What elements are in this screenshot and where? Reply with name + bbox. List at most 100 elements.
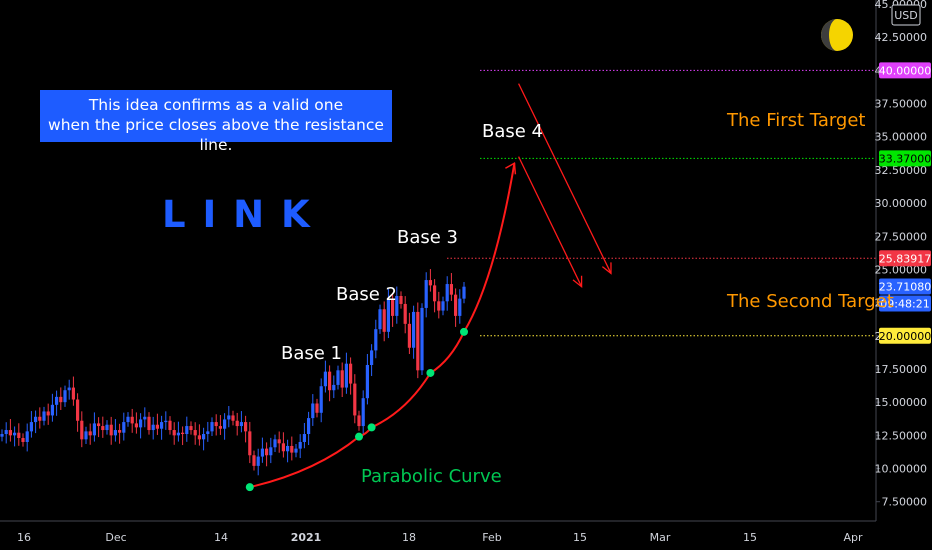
x-tick-label: 16 <box>17 531 31 544</box>
x-tick-label: Dec <box>105 531 126 544</box>
candle-body <box>42 411 46 421</box>
currency-box[interactable] <box>891 4 921 26</box>
candle-body <box>407 323 411 348</box>
candle-body <box>399 295 403 304</box>
first-target-label: The First Target <box>727 110 866 131</box>
candle-body <box>118 430 122 433</box>
price-badge-label: 20.00000 <box>879 330 932 343</box>
candle-body <box>55 396 59 405</box>
ticker-label: L I N K <box>162 193 312 236</box>
candle-body <box>336 370 340 385</box>
candle-body <box>151 424 155 431</box>
time-axis[interactable]: 16 Dec 14 2021 18 Feb 15 Mar 15 Apr <box>17 531 863 544</box>
candle-body <box>8 430 12 436</box>
candle-body <box>176 432 180 436</box>
candle-body <box>126 416 130 423</box>
base-4-label: Base 4 <box>482 121 544 142</box>
candle-body <box>281 443 285 452</box>
candle-body <box>349 363 353 384</box>
candle-body <box>71 387 75 400</box>
y-tick-label: 42.50000 <box>875 31 928 44</box>
candle-body <box>403 303 407 324</box>
note-line-2: when the price closes above the resistan… <box>48 116 384 154</box>
base-2-label: Base 2 <box>336 284 398 305</box>
candle-body <box>244 422 248 432</box>
x-tick-label: Feb <box>482 531 501 544</box>
base-dot <box>367 423 376 432</box>
candle-body <box>462 286 466 299</box>
base-dot <box>245 483 254 492</box>
currency-label: USD <box>894 9 918 22</box>
candle-body <box>445 284 449 302</box>
candle-body <box>433 285 437 302</box>
candle-body <box>202 434 206 440</box>
candle-body <box>374 329 378 351</box>
x-tick-label: 15 <box>573 531 587 544</box>
candle-body <box>344 363 348 388</box>
candle-body <box>160 422 164 429</box>
x-tick-label: 14 <box>214 531 228 544</box>
parabolic-curve-label: Parabolic Curve <box>361 466 502 487</box>
candle-body <box>428 280 432 286</box>
candle-body <box>248 431 252 456</box>
price-badge-label: 40.00000 <box>879 64 932 77</box>
candle-body <box>13 432 17 436</box>
parabolic-curve <box>249 163 516 489</box>
candle-body <box>302 434 306 442</box>
candle-body <box>252 455 256 466</box>
price-badges: 40.00000 33.37000 25.83917 23.71080 09:48:21… <box>879 62 932 344</box>
y-tick-label: 12.50000 <box>875 429 928 442</box>
candle-body <box>29 422 33 432</box>
candle-body <box>218 426 222 429</box>
candle-body <box>458 298 462 316</box>
y-tick-label: 17.50000 <box>875 363 928 376</box>
countdown-badge <box>879 295 931 312</box>
candle-body <box>17 432 21 439</box>
candle-body <box>357 415 361 427</box>
price-badge-label: 25.83917 <box>879 252 932 265</box>
candle-body <box>189 426 193 431</box>
candle-body <box>260 448 264 457</box>
x-tick-label: 2021 <box>291 531 322 544</box>
candle-body <box>80 420 84 440</box>
candle-body <box>378 309 382 330</box>
candle-body <box>454 294 458 316</box>
candle-body <box>113 430 117 436</box>
candle-body <box>382 309 386 332</box>
candle-body <box>181 432 185 435</box>
candle-body <box>63 390 67 403</box>
second-target-label: The Second Target <box>727 291 894 312</box>
target-arrow-line <box>518 83 612 274</box>
candle-body <box>76 399 80 421</box>
price-badge-label: 33.37000 <box>879 152 932 165</box>
candle-body <box>197 435 201 440</box>
candle-body <box>370 350 374 366</box>
candle-body <box>210 422 214 432</box>
candle-body <box>168 420 172 431</box>
y-tick-label: 25.00000 <box>875 263 928 276</box>
candle-body <box>340 370 344 388</box>
candle-body <box>290 445 294 453</box>
candle-body <box>441 301 445 311</box>
candle-body <box>256 456 260 466</box>
candle-body <box>227 415 231 420</box>
candle-body <box>328 371 332 391</box>
candle-body <box>122 422 126 433</box>
candle-body <box>0 434 4 437</box>
candle-body <box>147 416 151 431</box>
x-tick-label: Apr <box>843 531 863 544</box>
candle-body <box>59 396 63 403</box>
candle-body <box>235 420 239 427</box>
candle-body <box>298 441 302 449</box>
y-tick-label: 27.50000 <box>875 230 928 243</box>
y-tick-label: 7.50000 <box>882 496 928 509</box>
candle-body <box>269 447 273 456</box>
x-tick-label: 18 <box>402 531 416 544</box>
candle-body <box>21 438 25 442</box>
y-tick-label: 30.00000 <box>875 197 928 210</box>
curve-arrowhead <box>505 162 517 175</box>
price-badge <box>879 150 931 167</box>
x-tick-label: 15 <box>743 531 757 544</box>
candle-body <box>4 430 8 435</box>
